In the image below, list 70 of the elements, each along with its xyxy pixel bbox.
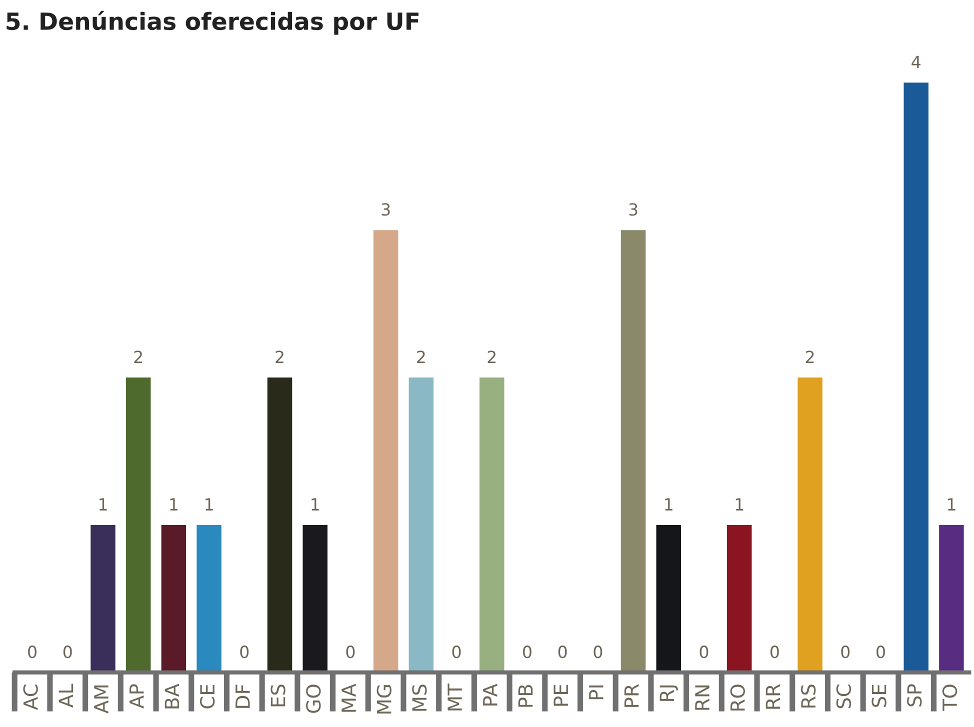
bar — [302, 525, 328, 672]
x-tick-label: AL — [58, 684, 74, 708]
data-label: 2 — [806, 350, 814, 363]
x-tick-label: PE — [554, 684, 568, 706]
x-tick-label: DF — [236, 684, 250, 708]
x-tick-label: PI — [589, 685, 604, 700]
x-tick-label: GO — [306, 684, 321, 713]
bar — [798, 378, 822, 672]
data-label: 1 — [100, 498, 107, 510]
bar — [904, 82, 928, 672]
x-tick-label: BA — [164, 684, 180, 708]
x-tick-label: PR — [624, 684, 639, 707]
data-label: 0 — [770, 646, 779, 658]
bar — [267, 378, 292, 672]
data-label: 0 — [28, 646, 36, 658]
data-label: 1 — [665, 498, 672, 510]
bar — [620, 230, 646, 672]
data-label: 1 — [948, 498, 956, 510]
x-tick-label: RJ — [660, 685, 678, 701]
bar — [373, 230, 398, 672]
data-label: 0 — [700, 646, 708, 658]
bar — [161, 525, 186, 672]
x-tick-label: AP — [130, 684, 144, 708]
data-label: 1 — [170, 498, 178, 510]
bar — [126, 378, 151, 672]
x-tick-label: RS — [800, 684, 816, 708]
data-label: 0 — [240, 646, 249, 658]
data-label: 0 — [841, 646, 850, 658]
x-tick-label: TO — [942, 684, 958, 711]
data-label: 0 — [876, 646, 885, 658]
x-tick-label: AC — [23, 684, 38, 710]
data-label: 1 — [736, 498, 744, 510]
bar — [726, 525, 752, 672]
bar — [479, 378, 504, 672]
x-tick-label: RR — [766, 684, 780, 709]
data-label: 1 — [312, 498, 319, 510]
x-tick-label: CE — [200, 684, 215, 708]
x-tick-label: MG — [376, 685, 392, 714]
data-label: 0 — [594, 646, 602, 658]
x-tick-label: SE — [872, 684, 886, 707]
data-label: 0 — [523, 646, 532, 658]
x-tick-label: RO — [730, 684, 745, 710]
bar — [408, 378, 434, 672]
data-label: 0 — [558, 646, 567, 658]
data-label: 2 — [488, 350, 496, 363]
x-tick-label: MS — [412, 684, 427, 711]
chart-title: 5. Denúncias oferecidas por UF — [6, 10, 418, 35]
x-tick-label: MT — [448, 684, 462, 710]
x-tick-label: PA — [483, 684, 498, 706]
data-label: 2 — [276, 350, 284, 363]
data-label: 1 — [206, 498, 213, 510]
x-tick-label: SP — [907, 684, 922, 706]
data-label: 4 — [912, 56, 920, 68]
bar — [196, 525, 222, 672]
x-tick-label: PB — [518, 684, 533, 707]
bar — [656, 525, 682, 672]
data-label: 3 — [382, 203, 390, 216]
x-tick-label: SC — [836, 684, 852, 708]
x-tick-label: AM — [94, 685, 108, 714]
data-label: 0 — [452, 646, 461, 658]
bar — [939, 525, 964, 672]
data-label: 2 — [417, 350, 425, 363]
x-tick-label: RN — [695, 685, 710, 710]
data-label: 0 — [346, 646, 355, 658]
bar — [90, 525, 116, 672]
data-label: 0 — [63, 646, 72, 658]
x-tick-label: ES — [270, 684, 286, 706]
data-label: 3 — [629, 203, 638, 216]
data-label: 2 — [134, 350, 142, 363]
x-tick-label: MA — [342, 684, 356, 712]
